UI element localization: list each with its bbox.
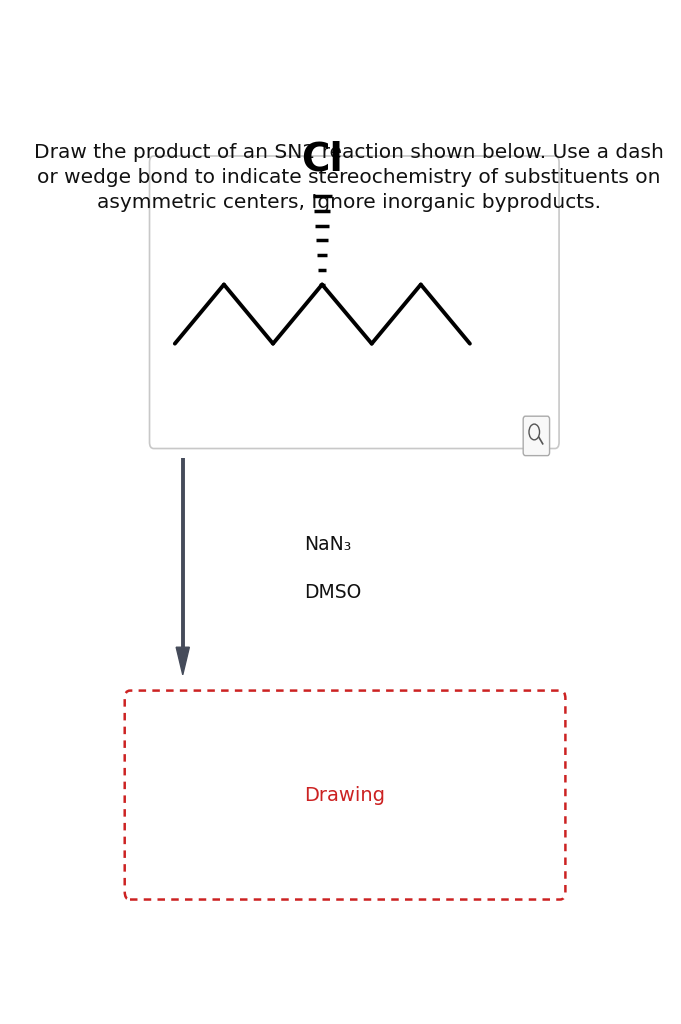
Text: Cl: Cl — [301, 140, 343, 178]
FancyBboxPatch shape — [523, 416, 550, 456]
FancyBboxPatch shape — [150, 156, 559, 449]
FancyBboxPatch shape — [125, 690, 565, 899]
Polygon shape — [176, 647, 189, 675]
Text: Drawing: Drawing — [304, 785, 385, 805]
Text: DMSO: DMSO — [304, 583, 362, 601]
Text: Draw the product of an SN2 reaction shown below. Use a dash
or wedge bond to ind: Draw the product of an SN2 reaction show… — [34, 142, 664, 212]
Text: NaN₃: NaN₃ — [304, 536, 351, 554]
